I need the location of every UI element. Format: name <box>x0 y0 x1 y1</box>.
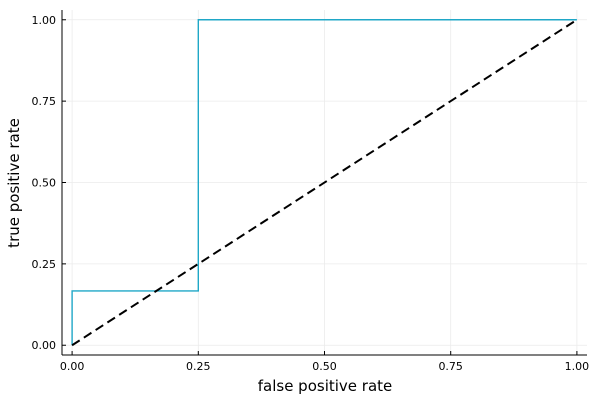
x-tick-label: 1.00 <box>565 360 590 373</box>
y-axis-label: true positive rate <box>5 118 23 248</box>
axes <box>61 10 587 356</box>
y-tick-label: 0.25 <box>32 258 57 271</box>
x-tick-label: 0.75 <box>438 360 463 373</box>
x-tick-label: 0.50 <box>312 360 337 373</box>
y-tick-label: 1.00 <box>32 14 57 27</box>
y-tick-label: 0.00 <box>32 339 57 352</box>
diagonal-reference-line <box>71 18 578 347</box>
series-layer <box>71 18 578 347</box>
roc-curve <box>71 19 577 346</box>
tick-labels: 0.00 0.25 0.50 0.75 1.00 0.00 0.25 0.50 0.75 1.00 <box>32 14 590 373</box>
x-axis-label: false positive rate <box>258 377 393 395</box>
y-tick-label: 0.50 <box>32 177 57 190</box>
x-tick-label: 0.00 <box>60 360 85 373</box>
x-tick-label: 0.25 <box>186 360 211 373</box>
y-tick-label: 0.75 <box>32 95 57 108</box>
